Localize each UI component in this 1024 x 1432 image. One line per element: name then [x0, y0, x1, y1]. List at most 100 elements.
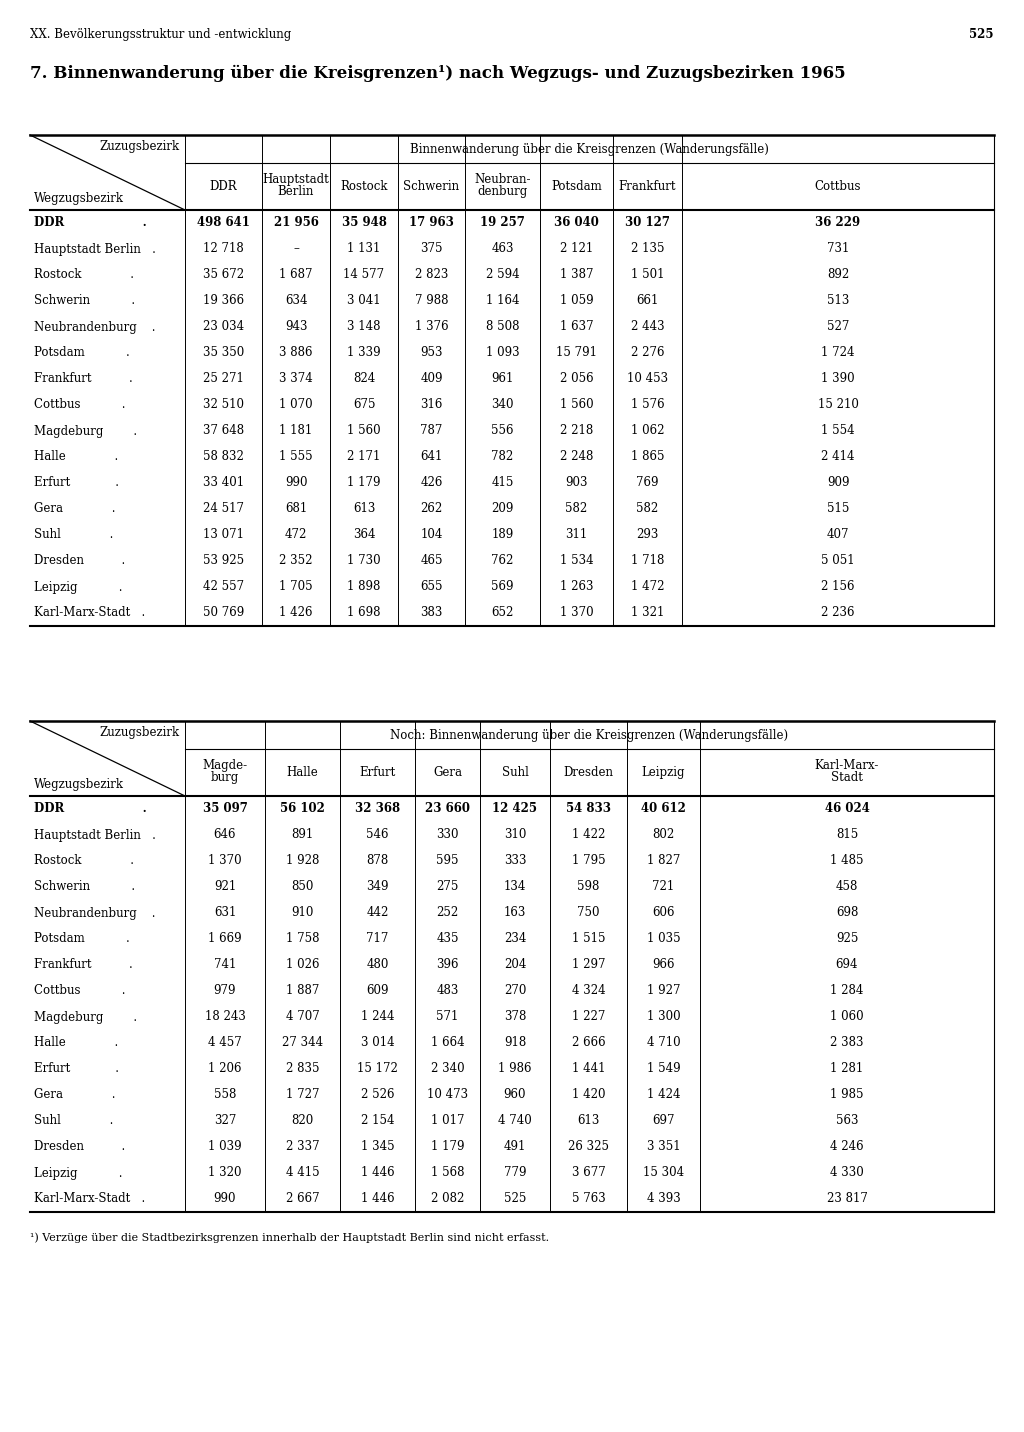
Text: 646: 646	[214, 829, 237, 842]
Text: 349: 349	[367, 881, 389, 894]
Text: 1 345: 1 345	[360, 1140, 394, 1154]
Text: 8 508: 8 508	[485, 321, 519, 334]
Text: Wegzugsbezirk: Wegzugsbezirk	[34, 192, 124, 205]
Text: 1 206: 1 206	[208, 1063, 242, 1075]
Text: 3 677: 3 677	[571, 1167, 605, 1180]
Text: 1 687: 1 687	[280, 269, 312, 282]
Text: 698: 698	[836, 906, 858, 919]
Text: Karl-Marx-Stadt   .: Karl-Marx-Stadt .	[34, 607, 145, 620]
Text: 1 017: 1 017	[431, 1114, 464, 1127]
Text: 1 060: 1 060	[830, 1011, 864, 1024]
Text: 655: 655	[420, 580, 442, 593]
Text: 571: 571	[436, 1011, 459, 1024]
Text: 1 179: 1 179	[431, 1140, 464, 1154]
Text: 2 340: 2 340	[431, 1063, 464, 1075]
Text: 820: 820	[292, 1114, 313, 1127]
Text: 2 171: 2 171	[347, 451, 381, 464]
Text: Neubran-: Neubran-	[474, 173, 530, 186]
Text: Schwerin           .: Schwerin .	[34, 881, 135, 894]
Text: 252: 252	[436, 906, 459, 919]
Text: 1 724: 1 724	[821, 347, 855, 359]
Text: Erfurt            .: Erfurt .	[34, 1063, 119, 1075]
Text: 10 453: 10 453	[627, 372, 668, 385]
Text: 3 041: 3 041	[347, 295, 381, 308]
Text: 953: 953	[420, 347, 442, 359]
Text: Magdeburg        .: Magdeburg .	[34, 424, 137, 438]
Text: Schwerin: Schwerin	[403, 180, 460, 193]
Text: 979: 979	[214, 985, 237, 998]
Text: 2 248: 2 248	[560, 451, 593, 464]
Text: 903: 903	[565, 477, 588, 490]
Text: 35 097: 35 097	[203, 802, 248, 815]
Text: 375: 375	[420, 242, 442, 255]
Text: 606: 606	[652, 906, 675, 919]
Text: 1 718: 1 718	[631, 554, 665, 567]
Text: 1 376: 1 376	[415, 321, 449, 334]
Text: 15 304: 15 304	[643, 1167, 684, 1180]
Text: 2 823: 2 823	[415, 269, 449, 282]
Text: 1 928: 1 928	[286, 855, 319, 868]
Text: 741: 741	[214, 958, 237, 971]
Text: 598: 598	[578, 881, 600, 894]
Text: 1 297: 1 297	[571, 958, 605, 971]
Text: 2 383: 2 383	[830, 1037, 864, 1050]
Text: 463: 463	[492, 242, 514, 255]
Text: 2 156: 2 156	[821, 580, 855, 593]
Text: 25 271: 25 271	[203, 372, 244, 385]
Text: Binnenwanderung über die Kreisgrenzen (Wanderungsfälle): Binnenwanderung über die Kreisgrenzen (W…	[410, 143, 769, 156]
Text: 1 446: 1 446	[360, 1193, 394, 1206]
Text: 990: 990	[214, 1193, 237, 1206]
Text: 1 795: 1 795	[571, 855, 605, 868]
Text: 2 236: 2 236	[821, 607, 855, 620]
Text: 2 276: 2 276	[631, 347, 665, 359]
Text: 4 740: 4 740	[498, 1114, 531, 1127]
Text: 37 648: 37 648	[203, 424, 244, 438]
Text: 815: 815	[836, 829, 858, 842]
Text: 1 039: 1 039	[208, 1140, 242, 1154]
Text: Dresden          .: Dresden .	[34, 554, 125, 567]
Text: 234: 234	[504, 932, 526, 945]
Text: 27 344: 27 344	[282, 1037, 323, 1050]
Text: 2 666: 2 666	[571, 1037, 605, 1050]
Text: 582: 582	[565, 503, 588, 516]
Text: 525: 525	[970, 29, 994, 42]
Text: 525: 525	[504, 1193, 526, 1206]
Text: 921: 921	[214, 881, 237, 894]
Text: 1 865: 1 865	[631, 451, 665, 464]
Text: 966: 966	[652, 958, 675, 971]
Text: XX. Bevölkerungsstruktur und -entwicklung: XX. Bevölkerungsstruktur und -entwicklun…	[30, 29, 291, 42]
Text: 40 612: 40 612	[641, 802, 686, 815]
Text: 750: 750	[578, 906, 600, 919]
Text: 7 988: 7 988	[415, 295, 449, 308]
Text: 54 833: 54 833	[566, 802, 611, 815]
Text: 1 390: 1 390	[821, 372, 855, 385]
Text: 1 070: 1 070	[280, 398, 312, 411]
Text: 918: 918	[504, 1037, 526, 1050]
Text: 1 986: 1 986	[499, 1063, 531, 1075]
Text: 762: 762	[492, 554, 514, 567]
Text: 1 181: 1 181	[280, 424, 312, 438]
Text: 613: 613	[353, 503, 375, 516]
Text: Frankfurt: Frankfurt	[618, 180, 676, 193]
Text: 1 898: 1 898	[347, 580, 381, 593]
Text: Erfurt            .: Erfurt .	[34, 477, 119, 490]
Text: 2 667: 2 667	[286, 1193, 319, 1206]
Text: 3 374: 3 374	[280, 372, 313, 385]
Text: Cottbus           .: Cottbus .	[34, 398, 126, 411]
Text: 595: 595	[436, 855, 459, 868]
Text: 961: 961	[492, 372, 514, 385]
Text: 35 948: 35 948	[342, 216, 386, 229]
Text: 1 705: 1 705	[280, 580, 312, 593]
Text: 569: 569	[492, 580, 514, 593]
Text: Halle: Halle	[287, 766, 318, 779]
Text: 1 131: 1 131	[347, 242, 381, 255]
Text: 396: 396	[436, 958, 459, 971]
Text: 1 730: 1 730	[347, 554, 381, 567]
Text: 458: 458	[836, 881, 858, 894]
Text: 652: 652	[492, 607, 514, 620]
Text: 697: 697	[652, 1114, 675, 1127]
Text: 631: 631	[214, 906, 237, 919]
Text: 204: 204	[504, 958, 526, 971]
Text: 2 835: 2 835	[286, 1063, 319, 1075]
Text: 1 555: 1 555	[280, 451, 312, 464]
